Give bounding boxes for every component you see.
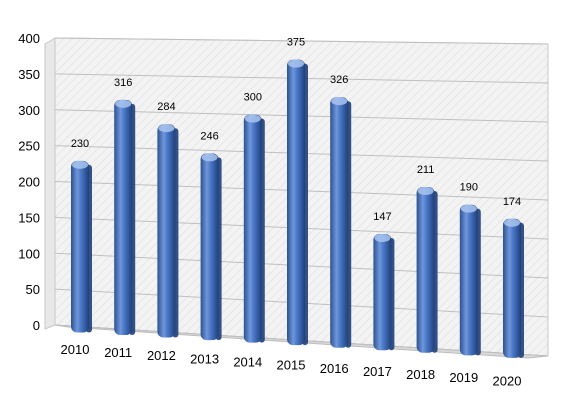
bar-2015	[287, 59, 308, 346]
x-tick-label: 2018	[406, 367, 435, 382]
data-label: 230	[71, 138, 89, 150]
bar-body	[157, 124, 176, 338]
gridline	[54, 37, 549, 45]
bar-body	[243, 114, 262, 343]
bar-2018	[416, 186, 438, 353]
y-tick-label: 0	[33, 318, 40, 333]
bar-2020	[503, 218, 524, 358]
data-labels: 230 316 284 246 300 375 326 147 211 190 174	[71, 37, 521, 223]
bar-body	[503, 218, 521, 358]
bar-body	[416, 186, 435, 353]
x-tick-label: 2010	[61, 342, 90, 357]
x-tick-label: 2015	[277, 358, 306, 373]
bar-2011	[114, 99, 136, 336]
bar-2014	[243, 114, 265, 343]
y-tick-label: 200	[18, 175, 40, 190]
x-tick-label: 2017	[363, 364, 392, 379]
y-tick-label: 100	[18, 246, 40, 261]
bar-body	[287, 59, 305, 346]
data-label: 147	[373, 211, 391, 223]
x-tick-label: 2013	[190, 351, 219, 366]
x-axis-ticks: 2010 2011 2012 2013 2014 2015 2016 2017 2018 2019…	[61, 342, 522, 389]
data-label: 316	[114, 77, 132, 89]
bar-cap	[158, 124, 175, 133]
bar-2010	[71, 160, 92, 333]
bar-cap	[417, 186, 434, 195]
bar-body	[373, 234, 392, 351]
bar-cap	[244, 114, 261, 123]
x-tick-label: 2011	[104, 345, 132, 360]
data-label: 300	[244, 92, 262, 104]
data-label: 174	[503, 196, 521, 208]
bar-cap	[331, 97, 348, 106]
bar-2016	[330, 97, 352, 348]
bar-body	[200, 153, 219, 341]
data-label: 190	[460, 182, 478, 194]
y-axis-ticks: 0 50 100 150 200 250 300 350 400	[18, 31, 40, 333]
bar-cap	[460, 204, 477, 213]
bar-cap	[72, 160, 88, 169]
y-tick-label: 400	[18, 31, 40, 46]
bar-cap	[201, 153, 218, 162]
side-wall	[44, 37, 56, 330]
bar-2013	[200, 153, 222, 341]
data-label: 284	[157, 101, 175, 113]
y-tick-label: 350	[18, 67, 40, 82]
bar-cap	[504, 218, 520, 227]
bar-body	[71, 160, 89, 333]
x-tick-label: 2014	[233, 354, 262, 369]
y-tick-label: 150	[18, 210, 40, 225]
data-label: 246	[200, 130, 218, 142]
bars	[71, 59, 524, 358]
x-tick-label: 2016	[320, 361, 349, 376]
bar-cap	[115, 99, 132, 108]
bar-2019	[459, 204, 481, 356]
bar-2017	[373, 234, 395, 351]
bar-body	[330, 97, 349, 348]
bar-body	[114, 99, 133, 336]
y-tick-label: 250	[18, 139, 40, 154]
data-label: 375	[287, 37, 305, 49]
x-tick-label: 2020	[493, 373, 522, 388]
x-tick-label: 2012	[147, 348, 176, 363]
y-tick-label: 50	[26, 282, 40, 297]
bar-cap	[374, 234, 391, 243]
data-label: 211	[417, 164, 435, 176]
bar-cap	[288, 59, 304, 68]
y-tick-label: 300	[18, 103, 40, 118]
data-label: 326	[330, 74, 348, 86]
x-tick-label: 2019	[449, 370, 478, 385]
bar-2012	[157, 124, 179, 338]
bar-body	[459, 204, 478, 356]
